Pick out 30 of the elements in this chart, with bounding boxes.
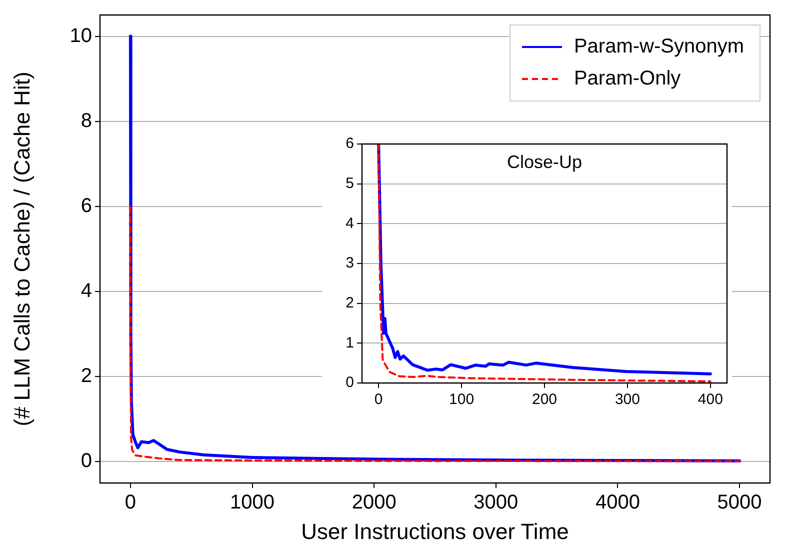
x-tick-label: 0 xyxy=(124,492,136,514)
y-tick-label: 8 xyxy=(80,110,92,132)
y-tick-label: 5 xyxy=(346,174,354,192)
y-tick-label: 6 xyxy=(346,135,354,152)
x-tick-label: 3000 xyxy=(474,492,518,514)
y-axis-title: (# LLM Calls to Cache) / (Cache Hit) xyxy=(9,72,34,426)
x-tick-label: 100 xyxy=(449,391,474,408)
y-tick-label: 3 xyxy=(346,254,354,272)
x-tick-label: 0 xyxy=(374,391,383,408)
x-tick-label: 4000 xyxy=(595,492,640,514)
x-tick-label: 300 xyxy=(614,391,640,408)
chart-title: Close-Up xyxy=(506,152,582,172)
y-tick-label: 0 xyxy=(80,450,92,472)
y-tick-label: 1 xyxy=(346,334,354,352)
y-tick-label: 10 xyxy=(70,24,92,47)
line-series xyxy=(129,205,741,462)
y-tick-label: 4 xyxy=(346,214,354,232)
x-tick-label: 400 xyxy=(698,391,723,408)
legend-label: Param-Only xyxy=(574,68,681,90)
y-tick-label: 2 xyxy=(80,365,92,388)
x-axis-title: User Instructions over Time xyxy=(301,518,569,544)
y-tick-label: 4 xyxy=(80,280,92,302)
y-tick-label: 2 xyxy=(346,294,354,312)
y-tick-label: 0 xyxy=(346,374,354,392)
x-tick-label: 2000 xyxy=(352,492,396,514)
y-tick-label: 6 xyxy=(80,194,92,217)
x-tick-label: 1000 xyxy=(230,492,275,514)
x-tick-label: 200 xyxy=(532,391,558,408)
x-tick-label: 5000 xyxy=(717,492,762,514)
legend-label: Param-w-Synonym xyxy=(574,36,744,58)
